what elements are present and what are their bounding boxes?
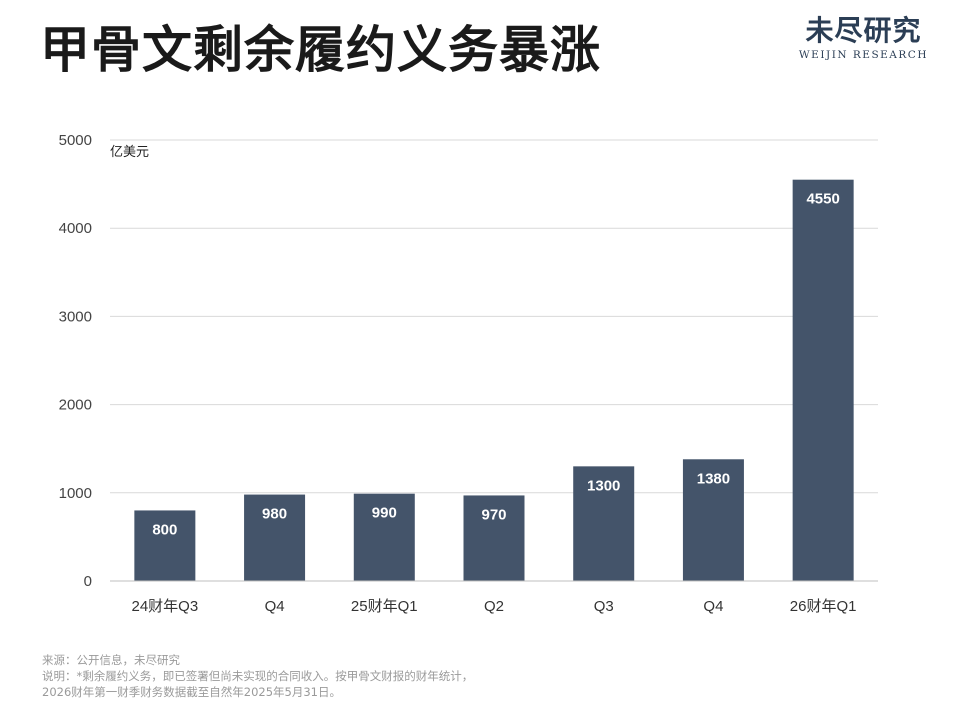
bar [244, 494, 306, 581]
footer-notes: 来源：公开信息，未尽研究 说明：*剩余履约义务，即已签署但尚未实现的合同收入。按… [42, 652, 473, 700]
y-tick-label: 1000 [59, 485, 92, 502]
bar-value-label: 1380 [697, 470, 730, 487]
logo-english-name: WEIJIN RESEARCH [798, 48, 928, 61]
x-tick-label: Q2 [484, 598, 504, 615]
x-tick-label: Q3 [594, 598, 614, 615]
bar [463, 495, 525, 581]
x-tick-label: Q4 [265, 598, 285, 615]
bar-value-label: 990 [372, 505, 397, 522]
x-axis-ticks: 24财年Q3 Q4 25财年Q1 Q2 Q3 Q4 26财年Q1 [132, 598, 857, 615]
logo-chinese-name: 未尽研究 [805, 14, 922, 47]
bar-value-label: 970 [481, 506, 506, 523]
bar-value-labels: 800 980 990 970 1300 1380 4550 [152, 191, 839, 539]
bar [573, 466, 635, 581]
y-tick-label: 4000 [59, 220, 92, 237]
x-tick-label: 26财年Q1 [790, 598, 857, 615]
y-tick-label: 5000 [59, 132, 92, 149]
bar [353, 493, 415, 581]
bar-value-label: 4550 [806, 191, 839, 208]
explanation-note-line-1: 说明：*剩余履约义务，即已签署但尚未实现的合同收入。按甲骨文财报的财年统计， [42, 669, 474, 683]
x-tick-label: 24财年Q3 [132, 598, 199, 615]
bar-value-label: 800 [152, 521, 177, 538]
y-axis-unit-label: 亿美元 [110, 144, 149, 159]
bar-chart: 0 1000 2000 3000 4000 5000 亿美元 800 980 990 970 13… [59, 132, 878, 615]
bar [134, 510, 196, 581]
bars [134, 179, 854, 581]
brand-logo: 未尽研究 WEIJIN RESEARCH [798, 14, 928, 61]
bar-value-label: 1300 [587, 477, 620, 494]
y-axis-ticks: 0 1000 2000 3000 4000 5000 [59, 132, 92, 590]
x-tick-label: Q4 [703, 598, 723, 615]
y-tick-label: 2000 [59, 397, 92, 414]
page-title: 甲骨文剩余履约义务暴涨 [40, 21, 601, 79]
x-tick-label: 25财年Q1 [351, 598, 418, 615]
explanation-note-line-2: 2026财年第一财季财务数据截至自然年2025年5月31日。 [42, 685, 341, 699]
y-tick-label: 0 [84, 573, 92, 590]
bar [682, 459, 744, 581]
y-tick-label: 3000 [59, 308, 92, 325]
bar-value-label: 980 [262, 506, 287, 523]
source-note: 来源：公开信息，未尽研究 [42, 653, 180, 667]
grid-lines [110, 139, 878, 494]
bar [792, 179, 854, 581]
